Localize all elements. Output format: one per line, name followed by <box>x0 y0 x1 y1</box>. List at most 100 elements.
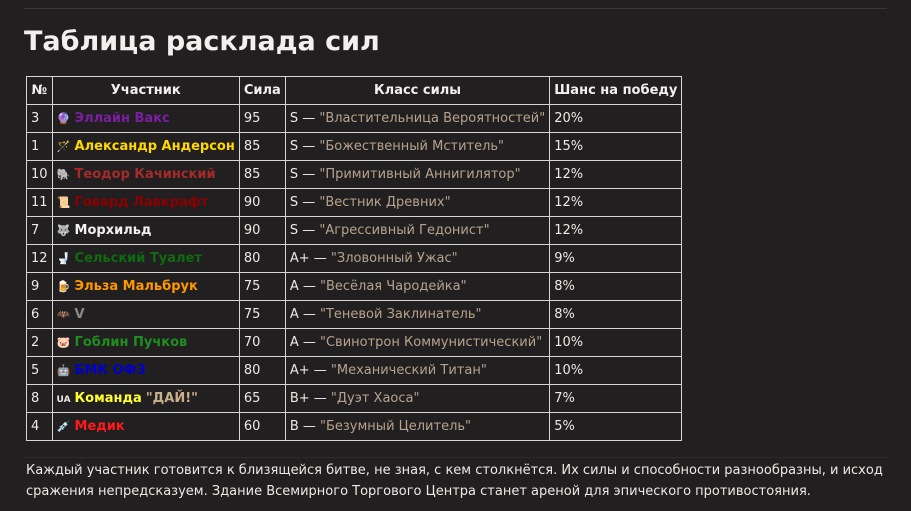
participant-name: БМК ОФЗ <box>74 363 146 378</box>
participant-cell: 🚽 Сельский Туалет <box>51 244 240 273</box>
table-row: 9 🍺 Эльза Мальбрук 75 A — "Весёлая Чародейка… <box>26 272 683 301</box>
class-cell: B+ — "Дуэт Хаоса" <box>284 384 551 413</box>
class-name: "Безумный Целитель" <box>320 419 472 434</box>
power-value: 65 <box>238 384 286 413</box>
row-number: 4 <box>26 412 53 441</box>
class-cell: B — "Безумный Целитель" <box>284 412 551 441</box>
row-number: 10 <box>26 160 53 189</box>
header-class: Класс силы <box>284 76 551 105</box>
win-chance: 9% <box>549 244 683 273</box>
class-tier: S <box>289 167 299 182</box>
class-tier: A+ <box>289 363 310 378</box>
class-cell: A — "Свинотрон Коммунистический" <box>284 328 551 357</box>
class-name: "Свинотрон Коммунистический" <box>319 335 543 350</box>
participant-cell: 🤖 БМК ОФЗ <box>51 356 240 385</box>
row-number: 12 <box>26 244 53 273</box>
forces-table: № Участник Сила Класс силы Шанс на побед… <box>26 76 683 441</box>
participant-name: Морхильд <box>74 223 152 238</box>
class-cell: S — "Вестник Древних" <box>284 188 551 217</box>
win-chance: 5% <box>549 412 683 441</box>
table-row: 1 🪄 Александр Андерсон 85 S — "Божественный … <box>26 132 683 161</box>
robot-icon: 🤖 <box>56 364 71 377</box>
class-tier: A <box>289 279 299 294</box>
power-value: 90 <box>238 216 286 245</box>
class-cell: S — "Божественный Мститель" <box>284 132 551 161</box>
class-name: "Вестник Древних" <box>319 195 451 210</box>
participant-name: Теодор Качинский <box>74 167 216 182</box>
row-number: 1 <box>26 132 53 161</box>
participant-name: Говард Лавкрафт <box>74 195 209 210</box>
pig-icon: 🐷 <box>56 336 71 349</box>
row-number: 2 <box>26 328 53 357</box>
participant-cell: 🔮 Эллайн Вакс <box>51 104 240 133</box>
class-cell: S — "Агрессивный Гедонист" <box>284 216 551 245</box>
participant-cell: 🪄 Александр Андерсон <box>51 132 240 161</box>
power-value: 80 <box>238 244 286 273</box>
win-chance: 7% <box>549 384 683 413</box>
table-row: 11 📜 Говард Лавкрафт 90 S — "Вестник Древних… <box>26 188 683 217</box>
power-value: 70 <box>238 328 286 357</box>
elephant-icon: 🐘 <box>56 168 71 181</box>
table-row: 12 🚽 Сельский Туалет 80 A+ — "Зловонный Ужас… <box>26 244 683 273</box>
toilet-icon: 🚽 <box>56 252 71 265</box>
scroll-icon: 📜 <box>56 196 71 209</box>
power-value: 80 <box>238 356 286 385</box>
class-tier: S <box>289 195 299 210</box>
class-name: "Теневой Заклинатель" <box>319 307 482 322</box>
class-cell: S — "Властительница Вероятностей" <box>284 104 551 133</box>
participant-cell: 🐺 Морхильд <box>51 216 240 245</box>
row-number: 5 <box>26 356 53 385</box>
win-chance: 12% <box>549 160 683 189</box>
power-value: 85 <box>238 160 286 189</box>
class-cell: A+ — "Механический Титан" <box>284 356 551 385</box>
participant-name: Медик <box>74 419 125 434</box>
row-number: 3 <box>26 104 53 133</box>
crystal-ball-icon: 🔮 <box>56 112 71 125</box>
table-row: 5 🤖 БМК ОФЗ 80 A+ — "Механический Титан" 10% <box>26 356 683 385</box>
header-power: Сила <box>238 76 286 105</box>
win-chance: 12% <box>549 188 683 217</box>
participant-cell: 🍺 Эльза Мальбрук <box>51 272 240 301</box>
class-tier: B <box>289 419 299 434</box>
row-number: 11 <box>26 188 53 217</box>
participant-name: Александр Андерсон <box>74 139 235 154</box>
win-chance: 10% <box>549 328 683 357</box>
participant-cell: 🐘 Теодор Качинский <box>51 160 240 189</box>
class-name: "Властительница Вероятностей" <box>319 111 546 126</box>
table-row: 8 UA Команда "ДАЙ!" 65 B+ — "Дуэт Хаоса" 7% <box>26 384 683 413</box>
win-chance: 8% <box>549 300 683 329</box>
class-name: "Зловонный Ужас" <box>330 251 458 266</box>
class-name: "Дуэт Хаоса" <box>330 391 420 406</box>
participant-name: Эллайн Вакс <box>74 111 170 126</box>
header-number: № <box>26 76 53 105</box>
row-number: 9 <box>26 272 53 301</box>
top-divider <box>24 8 887 9</box>
class-name: "Божественный Мститель" <box>319 139 505 154</box>
participant-name: Гоблин Пучков <box>74 335 188 350</box>
participant-cell: 🦇 V <box>51 300 240 329</box>
participant-name: Команда <box>74 391 142 406</box>
participant-name: Сельский Туалет <box>74 251 202 266</box>
page-title: Таблица расклада сил <box>24 26 380 57</box>
header-participant: Участник <box>51 76 240 105</box>
table-row: 3 🔮 Эллайн Вакс 95 S — "Властительница Вероя… <box>26 104 683 133</box>
participant-name: Эльза Мальбрук <box>74 279 198 294</box>
table-row: 2 🐷 Гоблин Пучков 70 A — "Свинотрон Коммунис… <box>26 328 683 357</box>
footer-divider <box>24 457 887 458</box>
participant-name-tail: "ДАЙ!" <box>145 391 198 406</box>
win-chance: 8% <box>549 272 683 301</box>
class-tier: A <box>289 307 299 322</box>
participant-name: V <box>74 307 85 322</box>
footer-text: Каждый участник готовится к близящейся б… <box>26 463 883 499</box>
power-value: 75 <box>238 272 286 301</box>
class-cell: S — "Примитивный Аннигилятор" <box>284 160 551 189</box>
participant-cell: UA Команда "ДАЙ!" <box>51 384 240 413</box>
class-name: "Примитивный Аннигилятор" <box>319 167 521 182</box>
class-tier: A <box>289 335 299 350</box>
power-value: 95 <box>238 104 286 133</box>
power-value: 85 <box>238 132 286 161</box>
row-number: 6 <box>26 300 53 329</box>
win-chance: 15% <box>549 132 683 161</box>
wolf-icon: 🐺 <box>56 224 71 237</box>
row-number: 8 <box>26 384 53 413</box>
